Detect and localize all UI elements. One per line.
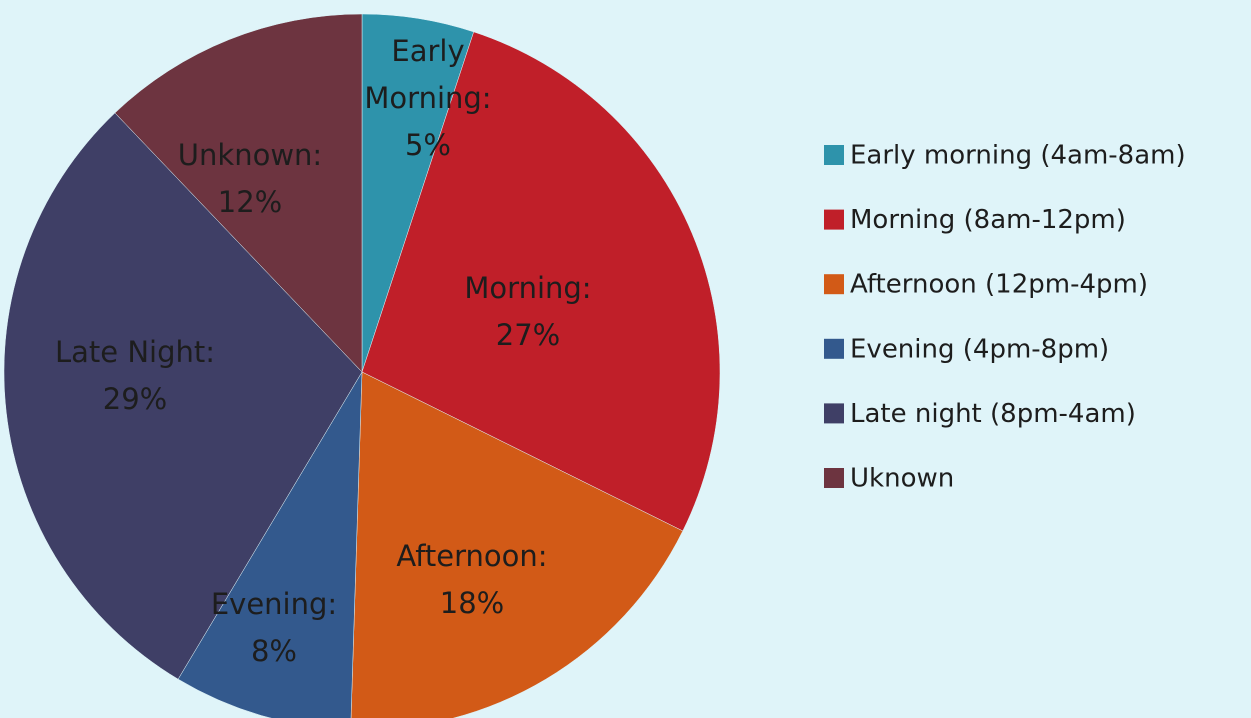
legend-label: Evening (4pm-8pm) (850, 334, 1109, 364)
slice-label-value: 29% (102, 382, 168, 416)
slice-label-value: 18% (439, 586, 505, 620)
legend-label: Late night (8pm-4am) (850, 399, 1136, 429)
slice-label-name: Late Night: (54, 335, 216, 369)
slice-label-name: Evening: (210, 587, 338, 621)
slice-label-name: Unknown: (177, 138, 323, 172)
slice-label-value: 5% (404, 128, 451, 162)
slice-label-name: Morning: (464, 271, 592, 305)
slice-label-value: 8% (250, 634, 297, 668)
slice-label: Unknown: 12% (140, 132, 360, 226)
pie-slice (3, 112, 363, 680)
legend-swatch (824, 274, 844, 295)
legend-swatch (824, 145, 844, 165)
legend-label: Afternoon (12pm-4pm) (850, 270, 1148, 300)
slice-label: Morning: 27% (418, 265, 638, 359)
slice-label: Afternoon: 18% (352, 533, 592, 627)
legend-label: Early morning (4am-8am) (850, 141, 1186, 171)
legend-label: Morning (8am-12pm) (850, 205, 1126, 235)
slice-label: Early Morning: 5% (363, 28, 493, 169)
slice-label-name: Afternoon: (396, 539, 548, 573)
legend-swatch (824, 468, 844, 488)
pie-slice (114, 13, 363, 373)
pie-slice (350, 371, 684, 718)
pie-slice (361, 31, 721, 532)
slice-label-name: Early Morning: (364, 34, 492, 115)
pie-slice (177, 371, 363, 718)
slice-label-value: 27% (495, 318, 561, 352)
slice-label-value: 12% (217, 185, 283, 219)
legend-swatch (824, 209, 844, 230)
slice-label: Evening: 8% (174, 581, 374, 675)
legend-swatch (824, 403, 844, 424)
legend-swatch (824, 338, 844, 359)
legend-label: Uknown (850, 464, 954, 494)
slice-label: Late Night: 29% (15, 329, 255, 423)
